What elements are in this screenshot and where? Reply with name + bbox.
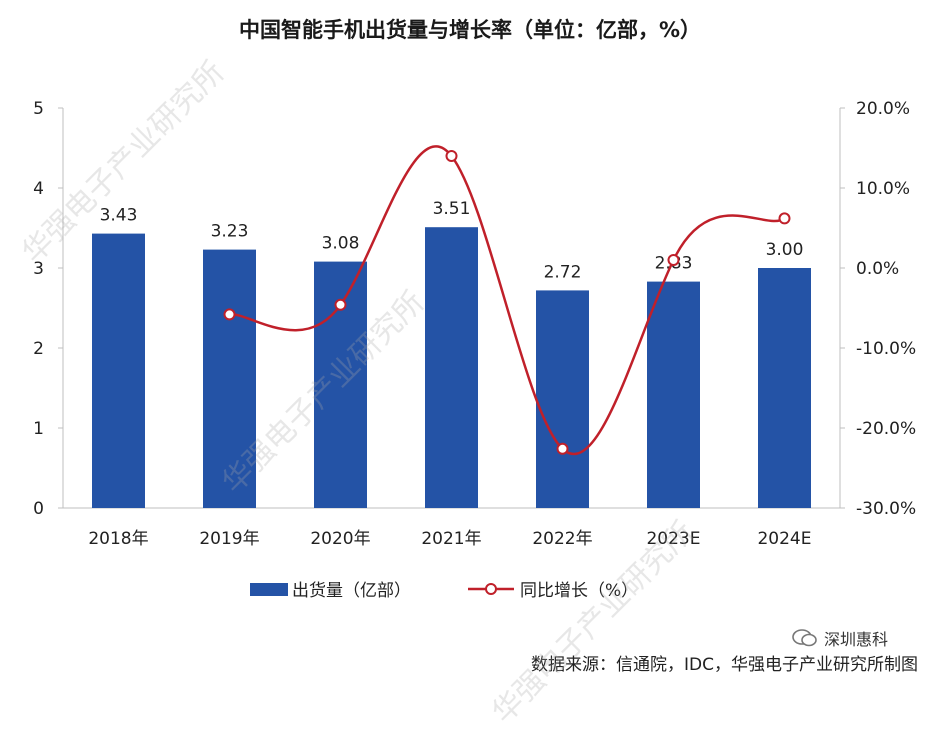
chart-title: 中国智能手机出货量与增长率（单位：亿部，%） [238,18,702,42]
bar [203,249,256,508]
combo-chart: 0 1 2 3 4 5 -30.0% -20.0% -10.0% 0.0% 10.0% 20.0% 3.… [33,99,916,601]
x-tick-label: 2022年 [532,529,592,549]
bar-data-label: 3.23 [211,222,249,242]
bar-data-label: 3.43 [100,206,138,226]
bar [647,281,700,508]
y-right-tick-label: 20.0% [856,99,910,119]
y-left-tick-label: 0 [33,499,44,519]
y-right-tick-label: 0.0% [856,259,899,279]
y-left-tick-label: 3 [33,259,44,279]
bar-data-label: 3.08 [322,234,360,254]
growth-point [778,212,791,225]
y-right-tick-label: -20.0% [856,419,916,439]
legend-bar-label: 出货量（亿部） [292,581,411,601]
bar [425,227,478,508]
y-left-tick-label: 1 [33,419,44,439]
x-tick-label: 2019年 [199,529,259,549]
x-tick-label: 2020年 [310,529,370,549]
growth-point [556,442,569,455]
x-tick-label: 2023E [646,529,700,549]
growth-point [223,308,236,321]
x-tick-label: 2021年 [421,529,481,549]
y-right-tick-label: -30.0% [856,499,916,519]
bar-data-label: 3.51 [433,199,471,219]
wechat-icon [792,629,817,647]
y-left-tick-label: 5 [33,99,44,119]
y-left-tick-label: 2 [33,339,44,359]
bar-data-label: 2.72 [544,262,582,282]
legend-bar-swatch [250,583,288,596]
x-tick-label: 2024E [757,529,811,549]
wechat-badge: 深圳惠科 [792,626,888,650]
growth-point [334,298,347,311]
bar [536,290,589,508]
legend-line-marker [485,583,497,595]
y-right-tick-label: 10.0% [856,179,910,199]
bar-data-label: 3.00 [766,240,804,260]
x-tick-label: 2018年 [88,529,148,549]
bar [92,233,145,508]
wechat-badge-label: 深圳惠科 [824,630,889,649]
y-left-tick-label: 4 [33,179,44,199]
growth-point [667,254,680,266]
source-note: 数据来源：信通院，IDC，华强电子产业研究所制图 [531,655,918,675]
growth-point [445,150,458,162]
bar [758,268,811,508]
legend-line-label: 同比增长（%） [520,581,638,601]
y-right-tick-label: -10.0% [856,339,916,359]
